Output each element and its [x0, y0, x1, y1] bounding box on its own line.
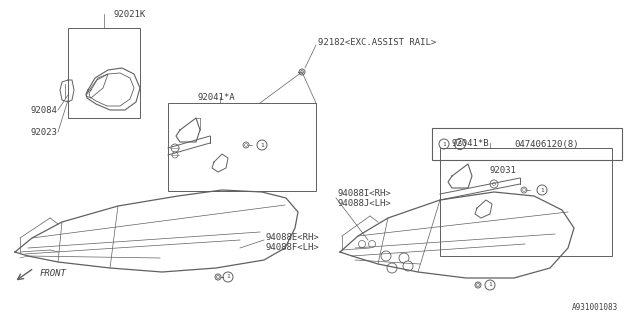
- Circle shape: [243, 142, 249, 148]
- Circle shape: [215, 274, 221, 280]
- Text: 92023: 92023: [30, 127, 57, 137]
- Text: 92041*A: 92041*A: [198, 92, 236, 101]
- Bar: [440, 148, 612, 256]
- Text: 92021K: 92021K: [113, 10, 145, 19]
- Circle shape: [171, 144, 179, 152]
- Circle shape: [475, 282, 481, 288]
- Text: 1: 1: [226, 275, 230, 279]
- Text: 1: 1: [488, 283, 492, 287]
- Circle shape: [485, 280, 495, 290]
- Circle shape: [493, 182, 495, 186]
- Text: 92182<EXC.ASSIST RAIL>: 92182<EXC.ASSIST RAIL>: [318, 37, 436, 46]
- Circle shape: [477, 284, 479, 286]
- Circle shape: [223, 272, 233, 282]
- Circle shape: [358, 241, 365, 247]
- Text: 94088E<RH>: 94088E<RH>: [266, 233, 320, 242]
- Bar: [432, 128, 622, 160]
- Circle shape: [381, 251, 391, 261]
- Text: 92041*B: 92041*B: [452, 139, 490, 148]
- Circle shape: [403, 261, 413, 271]
- Text: 92031: 92031: [490, 165, 517, 174]
- Text: 94088F<LH>: 94088F<LH>: [266, 244, 320, 252]
- Circle shape: [257, 140, 267, 150]
- Text: 1: 1: [260, 142, 264, 148]
- Circle shape: [439, 139, 449, 149]
- Circle shape: [172, 152, 178, 158]
- Text: 1: 1: [442, 141, 446, 147]
- Text: 1: 1: [540, 188, 544, 193]
- Circle shape: [537, 185, 547, 195]
- Circle shape: [216, 276, 220, 278]
- Text: 047406120(8): 047406120(8): [515, 140, 579, 148]
- Circle shape: [454, 139, 465, 149]
- Circle shape: [369, 241, 376, 247]
- Bar: [168, 103, 316, 191]
- Text: 94088I<RH>: 94088I<RH>: [338, 188, 392, 197]
- Text: A931001083: A931001083: [572, 303, 618, 313]
- Text: 92084: 92084: [30, 106, 57, 115]
- Text: S: S: [458, 141, 462, 147]
- Circle shape: [299, 69, 305, 75]
- Circle shape: [244, 143, 248, 147]
- Circle shape: [490, 180, 498, 188]
- Text: FRONT: FRONT: [40, 269, 67, 278]
- Circle shape: [387, 263, 397, 273]
- Text: 94088J<LH>: 94088J<LH>: [338, 199, 392, 209]
- Bar: [68, 28, 140, 118]
- Circle shape: [522, 188, 525, 191]
- Circle shape: [301, 70, 303, 74]
- Circle shape: [399, 253, 409, 263]
- Circle shape: [521, 187, 527, 193]
